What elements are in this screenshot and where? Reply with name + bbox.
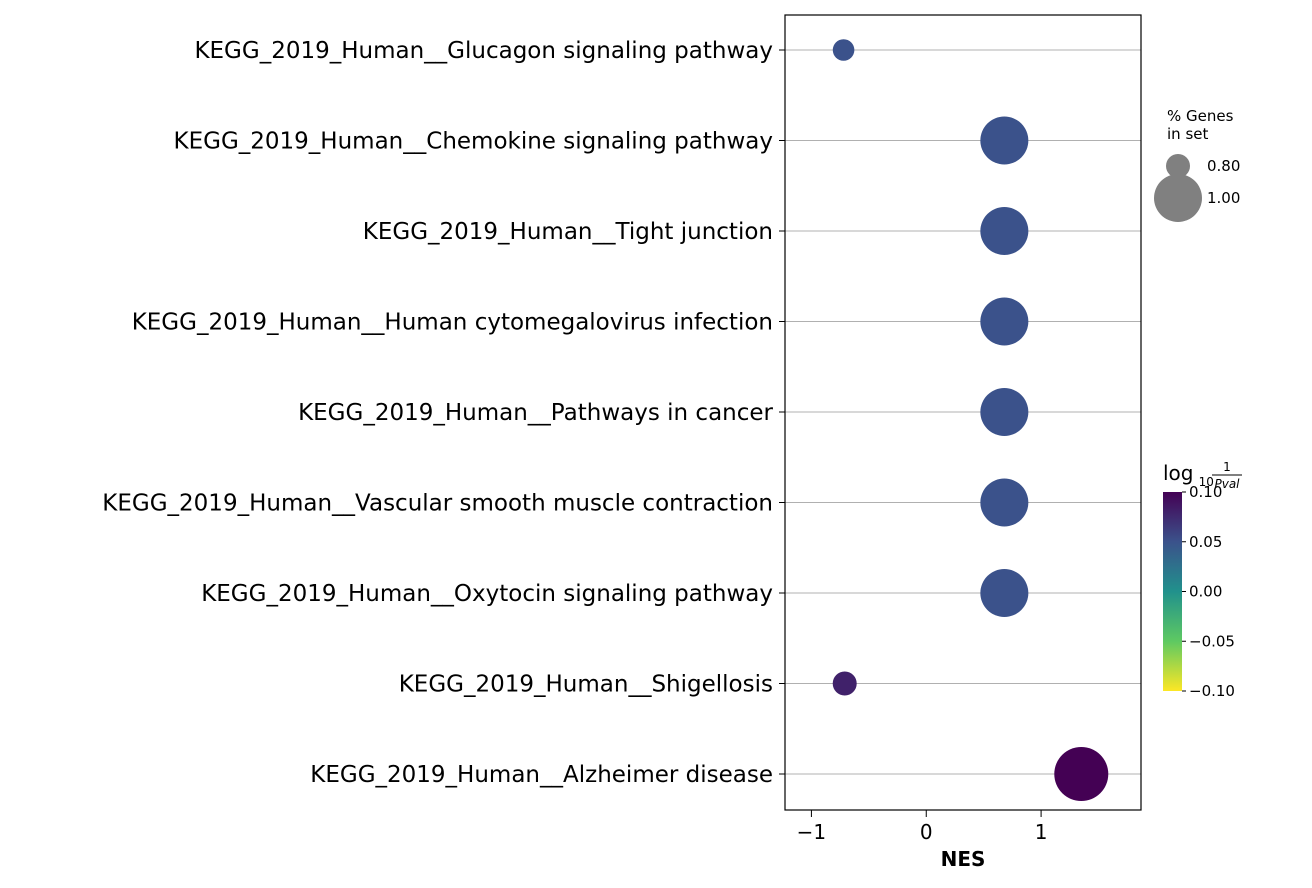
x-tick-label: −1 [797, 820, 826, 844]
size-legend-title: in set [1167, 125, 1208, 143]
data-point [980, 569, 1029, 617]
y-tick-label: KEGG_2019_Human__Alzheimer disease [310, 762, 773, 788]
data-point [980, 207, 1029, 255]
y-tick-label: KEGG_2019_Human__Shigellosis [399, 672, 773, 698]
x-axis-label: NES [941, 847, 986, 871]
y-tick-label: KEGG_2019_Human__Human cytomegalovirus i… [132, 310, 773, 336]
size-legend-marker [1166, 154, 1190, 178]
y-tick-labels: KEGG_2019_Human__Glucagon signaling path… [102, 38, 785, 788]
y-tick-label: KEGG_2019_Human__Oxytocin signaling path… [201, 581, 773, 607]
colorbar-gradient [1163, 492, 1182, 691]
data-point [1054, 747, 1109, 801]
y-tick-label: KEGG_2019_Human__Vascular smooth muscle … [102, 491, 773, 517]
size-legend: % Genes in set 0.80 1.00 [1154, 107, 1240, 222]
size-legend-label: 1.00 [1207, 189, 1240, 207]
size-legend-title: % Genes [1167, 107, 1234, 125]
colorbar-tick-label: −0.10 [1189, 682, 1235, 700]
y-tick-label: KEGG_2019_Human__Tight junction [363, 219, 773, 245]
data-points [832, 39, 1109, 801]
colorbar: log 10 1 Pval 0.10 0.05 0.00 −0.05 −0.10 [1163, 460, 1242, 700]
data-point [980, 388, 1029, 436]
x-tick-label: 0 [920, 820, 933, 844]
colorbar-tick-label: 0.10 [1189, 483, 1222, 501]
y-tick-label: KEGG_2019_Human__Glucagon signaling path… [194, 38, 773, 64]
data-point [980, 116, 1029, 165]
colorbar-tick-label: 0.05 [1189, 533, 1222, 551]
x-axis: −1 0 1 [797, 810, 1048, 844]
size-legend-label: 0.80 [1207, 157, 1240, 175]
grid-lines [785, 49, 1141, 775]
data-point [980, 297, 1029, 346]
colorbar-tick-label: −0.05 [1189, 632, 1235, 650]
y-tick-label: KEGG_2019_Human__Pathways in cancer [298, 400, 773, 426]
data-point [980, 478, 1029, 527]
x-tick-label: 1 [1035, 820, 1048, 844]
size-legend-marker [1154, 174, 1202, 222]
colorbar-title-denominator: Pval [1214, 477, 1240, 491]
colorbar-title-numerator: 1 [1223, 460, 1231, 474]
colorbar-ticks: 0.10 0.05 0.00 −0.05 −0.10 [1182, 483, 1235, 700]
colorbar-title: log 10 [1163, 461, 1214, 489]
colorbar-tick-label: 0.00 [1189, 583, 1222, 601]
data-point [832, 39, 855, 61]
y-tick-label: KEGG_2019_Human__Chemokine signaling pat… [174, 129, 773, 155]
data-point [832, 671, 857, 696]
